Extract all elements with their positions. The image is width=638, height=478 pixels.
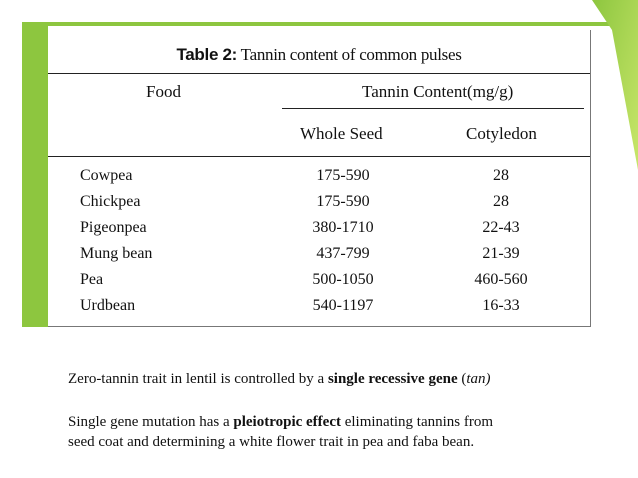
header-whole-seed: Whole Seed [300,124,383,143]
cell-whole-seed: 540-1197 [312,297,374,314]
cell-food: Mung bean [80,245,153,262]
note2-text-a: Single gene mutation has a [68,414,234,430]
note-zero-tannin: Zero-tannin trait in lentil is controlle… [68,369,491,389]
table-caption-label: Table 2: [176,45,238,64]
table-top-rule [48,73,590,74]
cell-cotyledon: 21-39 [482,245,520,262]
cell-food: Pigeonpea [80,219,147,236]
accent-left-bar [22,22,48,327]
header-cotyledon: Cotyledon [466,124,537,143]
cell-whole-seed: 380-1710 [312,219,374,236]
cell-food: Pea [80,271,104,288]
note2-bold: pleiotropic effect [233,414,341,430]
header-bottom-rule [48,156,590,157]
header-food: Food [146,82,181,101]
note2-text-c: eliminating tannins from [340,414,494,430]
note-pleiotropic: Single gene mutation has a pleiotropic e… [68,412,493,432]
note1-text-a: Zero-tannin trait in lentil is controlle… [68,371,328,387]
cell-cotyledon: 22-43 [482,219,520,236]
header-tannin-content: Tannin Content(mg/g) [362,82,514,101]
cell-whole-seed: 500-1050 [312,271,374,288]
cell-food: Cowpea [80,167,133,184]
note-pleiotropic-continued: seed coat and determining a white flower… [68,434,475,450]
table-image: Table 2: Tannin content of common pulses… [48,30,591,327]
corner-wedge-decoration [592,0,638,170]
cell-food: Urdbean [80,297,136,314]
cell-cotyledon: 460-560 [474,271,528,288]
note1-text-c: ( [457,371,467,387]
cell-cotyledon: 16-33 [482,297,520,314]
slide-top-margin [0,0,638,22]
table-caption-text: Tannin content of common pulses [237,45,462,64]
tannin-subheader-rule [282,108,584,109]
cell-cotyledon: 28 [493,167,509,184]
table-caption: Table 2: Tannin content of common pulses [48,44,590,65]
cell-whole-seed: 175-590 [316,167,370,184]
accent-top-line [22,22,622,26]
cell-cotyledon: 28 [493,193,509,210]
cell-food: Chickpea [80,193,141,210]
note1-italic: tan) [466,371,491,387]
cell-whole-seed: 175-590 [316,193,370,210]
note1-bold: single recessive gene [327,371,458,387]
cell-whole-seed: 437-799 [316,245,370,262]
